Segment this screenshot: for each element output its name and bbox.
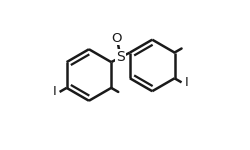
Text: O: O	[112, 32, 122, 45]
Text: I: I	[53, 85, 57, 98]
Text: I: I	[185, 76, 188, 89]
Text: S: S	[116, 50, 125, 64]
